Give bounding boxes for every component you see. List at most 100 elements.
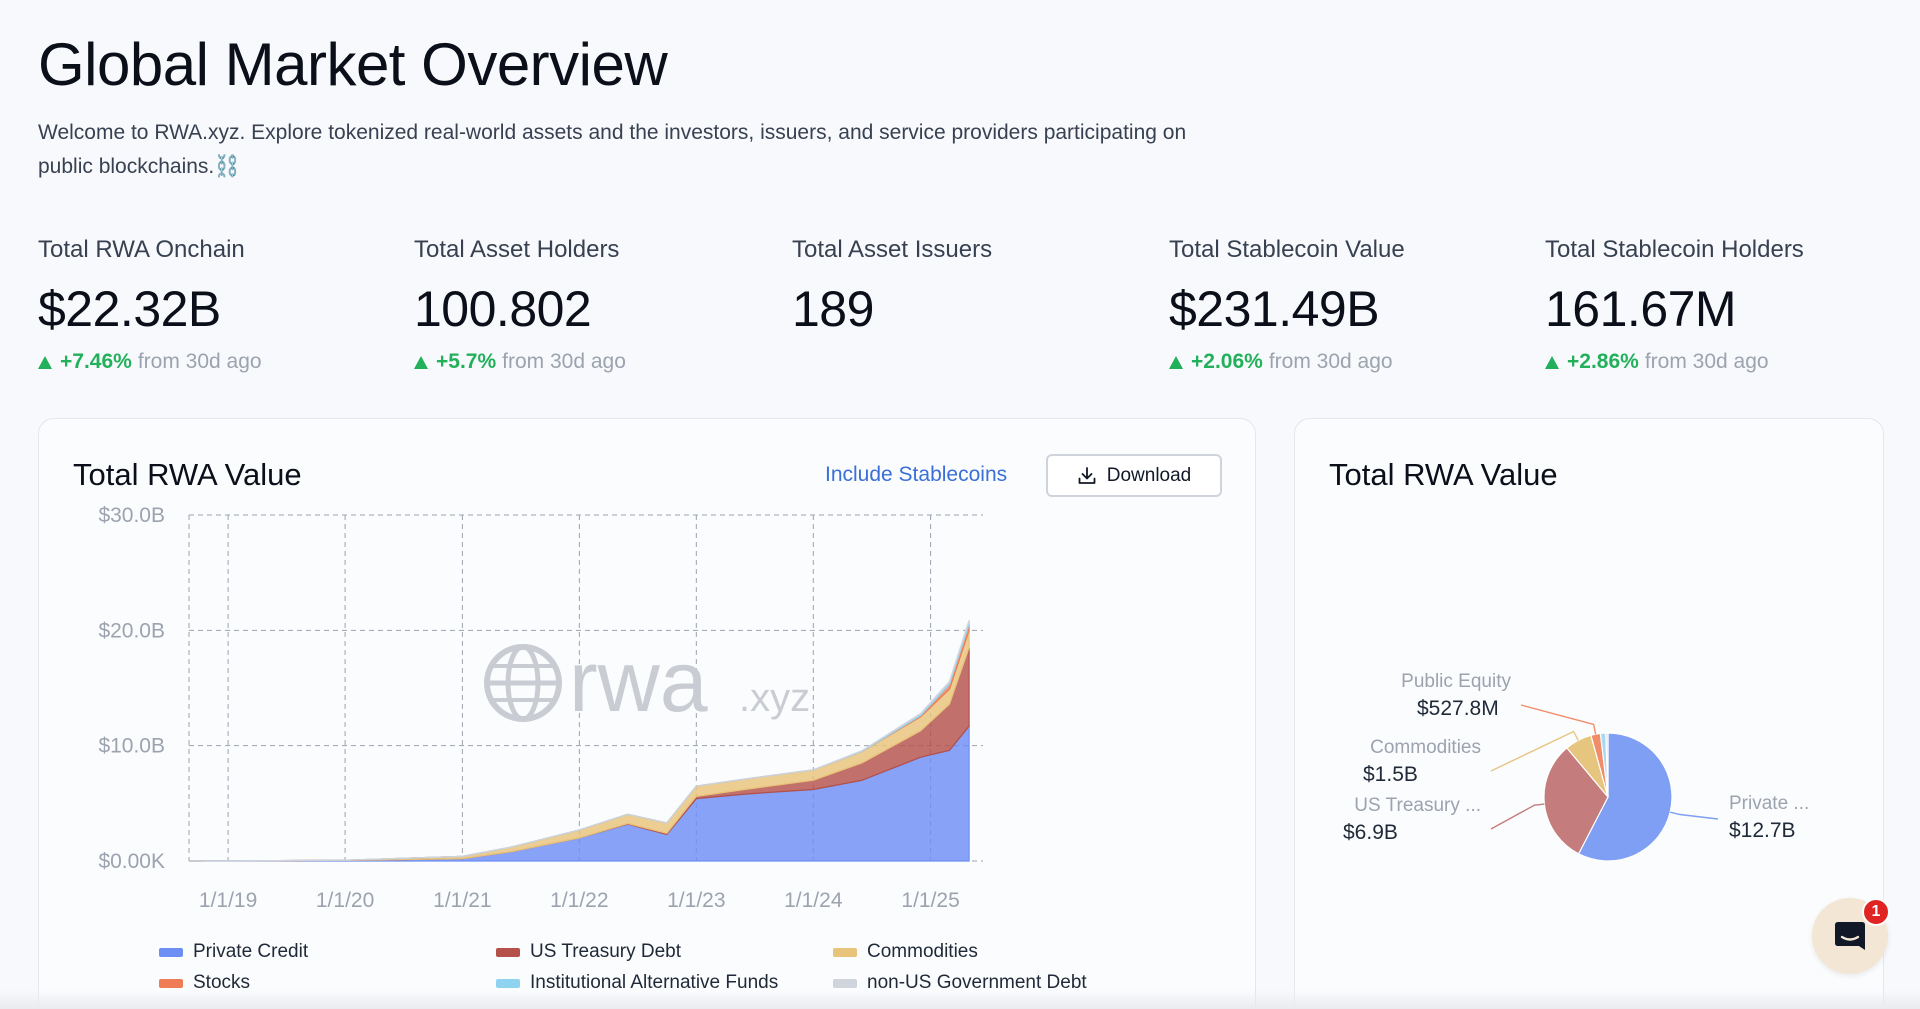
pie-slice-value: $6.9B (1343, 821, 1398, 844)
x-tick-label: 1/1/25 (901, 889, 959, 912)
chat-icon (1835, 922, 1865, 950)
pie-leader-line (1490, 730, 1579, 772)
legend-swatch (159, 947, 183, 957)
intro-line-2: public blockchains.⛓️ (38, 155, 241, 178)
stat-change-percent: +5.7% (436, 350, 497, 373)
pie-label: Public Equity $527.8M (1401, 671, 1597, 735)
arrow-up-icon (1169, 355, 1183, 369)
legend-item-commodities[interactable]: Commodities (833, 941, 978, 963)
y-tick-label: $0.00K (98, 850, 165, 873)
stat-label: Total Asset Holders (414, 236, 620, 263)
globe-icon (484, 644, 562, 722)
download-icon (1078, 466, 1096, 484)
stat-label: Total Stablecoin Value (1169, 236, 1405, 263)
stat-value: $22.32B (38, 281, 221, 337)
pie-leader-line (1490, 803, 1545, 830)
pie-slice-label: Public Equity (1401, 671, 1511, 692)
rwa-value-pie-card: Total RWA Value Private ... $12.7B US Trea… (1294, 418, 1884, 1009)
x-tick-label: 1/1/22 (550, 889, 608, 912)
download-button[interactable]: Download (1046, 454, 1222, 497)
legend-label: Commodities (867, 941, 978, 962)
stat-change: +5.7% from 30d ago (414, 350, 774, 374)
watermark: rwa .xyz (484, 634, 810, 730)
legend-label: Stocks (193, 972, 251, 993)
include-stablecoins-toggle[interactable]: Include Stablecoins (825, 463, 1008, 486)
intro-line-1: Welcome to RWA.xyz. Explore tokenized re… (38, 121, 1187, 144)
legend-swatch (159, 978, 183, 988)
pie-label: US Treasury ... $6.9B (1343, 795, 1545, 844)
notification-badge: 1 (1862, 898, 1890, 926)
legend-item-non-us-government-debt[interactable]: non-US Government Debt (833, 972, 1087, 994)
stat-change-suffix: from 30d ago (1268, 350, 1393, 373)
stat-total-rwa-onchain: Total RWA Onchain $22.32B +7.46% from 30… (38, 236, 398, 374)
legend-swatch (833, 947, 857, 957)
chat-button[interactable]: 1 (1812, 898, 1890, 974)
pie-chart: Private ... $12.7B US Treasury ... $6.9B Com… (1343, 671, 1809, 862)
rwa-value-chart-card: Total RWA Value Include Stablecoins Down… (38, 418, 1256, 1009)
x-tick-label: 1/1/21 (433, 889, 491, 912)
y-tick-label: $10.0B (98, 735, 165, 758)
stat-change-suffix: from 30d ago (137, 350, 262, 373)
stat-label: Total RWA Onchain (38, 236, 245, 263)
stat-label: Total Stablecoin Holders (1545, 236, 1804, 263)
arrow-up-icon (1545, 355, 1559, 369)
stat-total-asset-issuers: Total Asset Issuers 189 (792, 236, 1152, 338)
pie-slice-private[interactable] (1577, 732, 1673, 862)
bottom-fade (0, 990, 1920, 1009)
pie-slice-value: $527.8M (1417, 697, 1499, 720)
stat-change-percent: +2.86% (1567, 350, 1639, 373)
legend-item-institutional-alternative-funds[interactable]: Institutional Alternative Funds (496, 972, 778, 994)
pie-slice-value: $12.7B (1729, 819, 1796, 842)
stat-change: +2.86% from 30d ago (1545, 350, 1905, 374)
legend-swatch (496, 978, 520, 988)
stat-value: 161.67M (1545, 281, 1737, 337)
pie-slice-label: US Treasury ... (1354, 795, 1481, 816)
pie-leader-line (1670, 811, 1719, 820)
area-non-us-government-debt (188, 619, 970, 862)
y-tick-label: $20.0B (98, 619, 165, 642)
legend-item-stocks[interactable]: Stocks (159, 972, 250, 994)
legend-item-us-treasury-debt[interactable]: US Treasury Debt (496, 941, 681, 963)
stat-change-suffix: from 30d ago (502, 350, 626, 373)
download-label: Download (1106, 464, 1192, 486)
legend-label: non-US Government Debt (867, 972, 1087, 993)
stat-total-asset-holders: Total Asset Holders 100.802 +5.7% from 3… (414, 236, 774, 374)
pie-label: Private ... $12.7B (1670, 793, 1809, 842)
stat-value: 100.802 (414, 281, 592, 337)
watermark-text: rwa (569, 634, 708, 730)
legend-label: Institutional Alternative Funds (530, 972, 779, 993)
stats-row: Total RWA Onchain $22.32B +7.46% from 30… (38, 236, 1918, 386)
x-tick-label: 1/1/19 (199, 889, 257, 912)
stat-total-stablecoin-holders: Total Stablecoin Holders 161.67M +2.86% … (1545, 236, 1905, 374)
y-tick-label: $30.0B (98, 504, 165, 527)
pie-slice-value: $1.5B (1363, 763, 1418, 786)
stat-value: 189 (792, 281, 874, 337)
area-private-credit (188, 724, 970, 862)
stat-change: +7.46% from 30d ago (38, 350, 398, 374)
page-title: Global Market Overview (38, 31, 668, 98)
arrow-up-icon (38, 355, 52, 369)
legend-label: US Treasury Debt (530, 941, 681, 962)
pie-slice-label: Private ... (1729, 793, 1809, 814)
pie-slice-other-5[interactable] (1605, 732, 1609, 798)
pie-chart-title: Total RWA Value (1329, 457, 1558, 492)
stat-change-percent: +7.46% (60, 350, 132, 373)
legend-item-private-credit[interactable]: Private Credit (159, 941, 308, 963)
watermark-suffix: .xyz (739, 676, 810, 720)
legend-label: Private Credit (193, 941, 309, 962)
x-tick-label: 1/1/23 (667, 889, 725, 912)
stat-change-percent: +2.06% (1191, 350, 1263, 373)
arrow-up-icon (414, 355, 428, 369)
stat-change-suffix: from 30d ago (1644, 350, 1769, 373)
stat-label: Total Asset Issuers (792, 236, 993, 263)
pie-slice-us-treasury[interactable] (1543, 747, 1609, 855)
chart-title: Total RWA Value (73, 457, 302, 492)
stat-value: $231.49B (1169, 281, 1380, 337)
pie-slice-label: Commodities (1370, 737, 1481, 758)
x-tick-label: 1/1/20 (316, 889, 374, 912)
pie-leader-line (1520, 704, 1597, 735)
stat-change: +2.06% from 30d ago (1169, 350, 1529, 374)
intro-text: Welcome to RWA.xyz. Explore tokenized re… (38, 116, 1318, 184)
area-chart: rwa .xyz $0.00K $10.0B $20.0B $30.0B 1/1/19 1… (98, 504, 983, 912)
x-tick-label: 1/1/24 (784, 889, 843, 912)
